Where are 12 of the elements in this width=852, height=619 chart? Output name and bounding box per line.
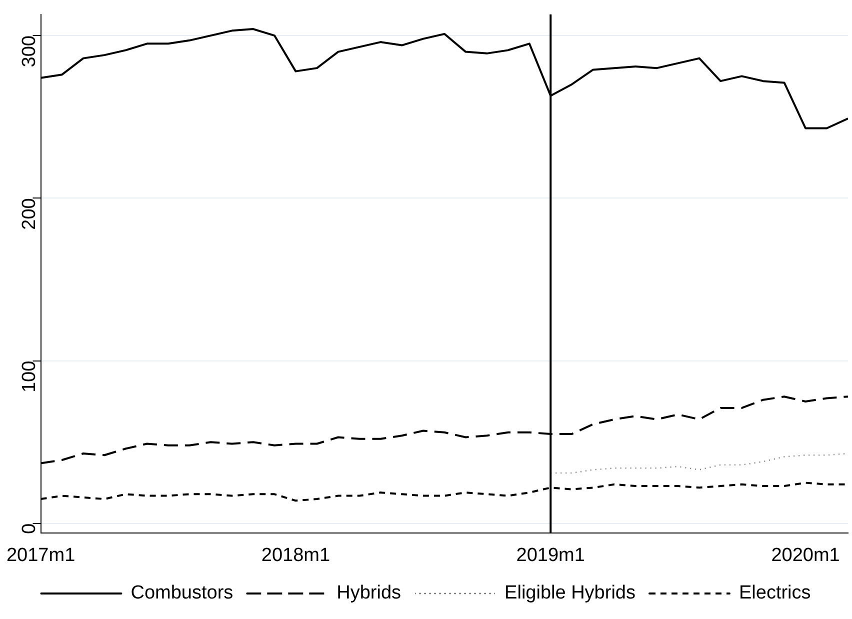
x-tick-label: 2017m1: [6, 544, 76, 566]
x-tick-label: 2018m1: [261, 544, 330, 566]
y-tick-label: 300: [19, 36, 40, 68]
legend-label: Hybrids: [336, 582, 402, 604]
y-tick-label: 200: [19, 198, 40, 230]
legend-label: Eligible Hybrids: [504, 582, 636, 604]
y-tick-label: 100: [19, 360, 40, 393]
legend-label: Electrics: [738, 582, 811, 604]
x-tick-label: 2019m1: [516, 544, 585, 566]
y-tick-label: 0: [19, 523, 40, 534]
x-tick-label: 2020m1: [771, 544, 840, 566]
legend-label: Combustors: [130, 582, 234, 604]
